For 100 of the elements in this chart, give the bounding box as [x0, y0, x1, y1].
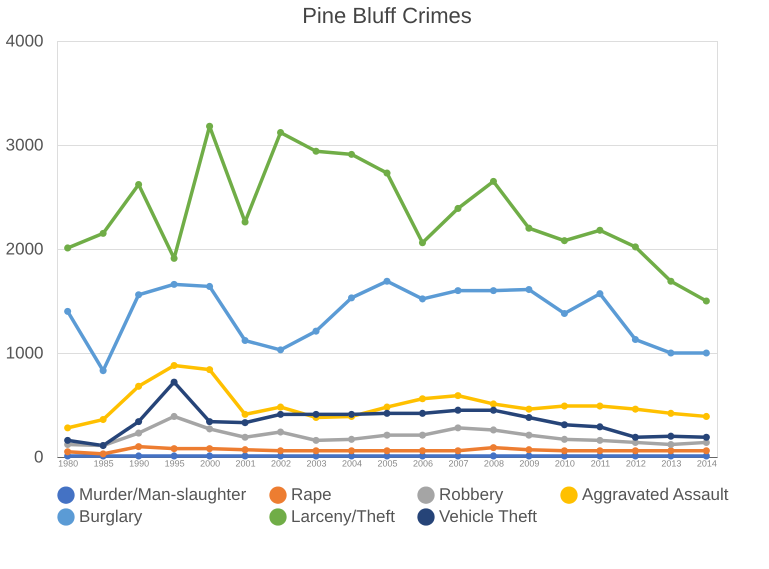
point [596, 290, 604, 298]
x-tick-label: 2004 [342, 458, 362, 468]
point [596, 436, 604, 444]
point [206, 452, 214, 460]
point [242, 434, 249, 441]
point [277, 428, 284, 436]
x-tick-label: 2009 [519, 458, 540, 468]
point [560, 402, 568, 410]
point [100, 416, 107, 424]
point [525, 432, 532, 439]
chart-title: Pine Bluff Crimes [302, 3, 472, 28]
point [348, 436, 356, 443]
x-tick-label: 2002 [271, 458, 292, 468]
point [596, 447, 604, 454]
point [312, 410, 320, 418]
point [170, 254, 178, 262]
point [454, 287, 462, 294]
point [64, 308, 72, 315]
point [242, 452, 249, 460]
point [100, 230, 107, 237]
point [632, 447, 639, 454]
point [490, 400, 497, 408]
point [525, 414, 532, 422]
point [135, 430, 142, 437]
point [702, 297, 710, 305]
x-tick-label: 2012 [626, 458, 646, 468]
x-tick-label: 2003 [306, 458, 327, 468]
legend-label: Larceny/Theft [291, 507, 396, 526]
point [206, 445, 214, 452]
point [206, 425, 214, 432]
legend-label: Aggravated Assault [582, 485, 729, 504]
point [490, 444, 497, 452]
point [135, 418, 142, 426]
point [418, 432, 426, 439]
y-tick-label: 3000 [6, 136, 44, 154]
point [383, 170, 391, 177]
y-tick-label: 2000 [6, 240, 44, 258]
point [206, 418, 214, 426]
legend-label: Rape [291, 485, 332, 504]
point [560, 237, 568, 244]
point [632, 406, 639, 413]
legend-label: Vehicle Theft [439, 507, 538, 526]
point [525, 224, 532, 232]
point [454, 204, 462, 212]
point [454, 424, 462, 432]
point [348, 294, 356, 302]
point [632, 434, 639, 441]
point [383, 278, 391, 285]
point [277, 346, 284, 354]
y-tick-label: 1000 [6, 344, 44, 362]
point [242, 419, 249, 426]
point [348, 150, 356, 158]
point [277, 410, 284, 418]
point [277, 447, 284, 454]
point [383, 432, 391, 439]
point [490, 426, 497, 434]
point [206, 122, 214, 130]
point [490, 406, 497, 414]
y-tick-label: 4000 [6, 32, 44, 50]
point [348, 447, 356, 454]
x-tick-label: 1980 [58, 458, 78, 468]
point [383, 404, 391, 411]
point [560, 421, 568, 428]
point [418, 447, 426, 454]
point [170, 280, 178, 288]
point [242, 336, 249, 344]
point [312, 328, 320, 335]
legend-label: Burglary [79, 507, 143, 526]
point [383, 447, 391, 454]
point [135, 382, 142, 390]
point [277, 128, 284, 136]
point [135, 291, 142, 298]
point [64, 424, 72, 432]
point [525, 446, 532, 454]
point [312, 447, 320, 454]
point [454, 447, 462, 454]
point [170, 412, 178, 420]
point [525, 286, 532, 294]
point [632, 336, 639, 344]
point [702, 447, 710, 454]
point [170, 378, 178, 386]
x-tick-label: 2008 [484, 458, 504, 468]
point [667, 349, 674, 357]
point [667, 410, 674, 417]
point [525, 452, 532, 460]
point [135, 452, 142, 460]
point [667, 432, 674, 440]
x-tick-label: 2005 [377, 458, 398, 468]
point [702, 412, 710, 420]
point [454, 406, 462, 414]
point [632, 243, 639, 250]
x-tick-label: 1995 [164, 458, 185, 468]
point [667, 278, 674, 285]
x-tick-label: 2011 [590, 458, 610, 468]
point [490, 287, 497, 294]
point [525, 406, 532, 413]
point [242, 410, 249, 418]
point [206, 282, 214, 290]
legend-label: Robbery [439, 485, 504, 504]
point [490, 452, 497, 460]
